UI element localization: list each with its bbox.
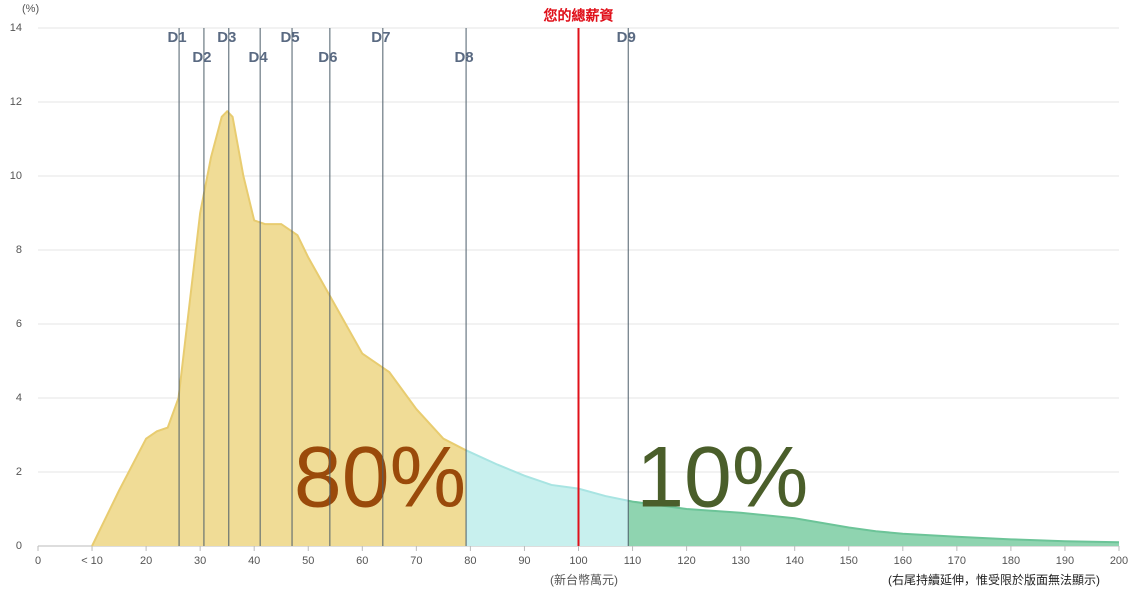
region-label: 80% [294, 430, 466, 526]
x-tick-label: 170 [948, 555, 966, 567]
decile-label: D9 [617, 29, 636, 46]
note: (右尾持續延伸，惟受限於版面無法顯示) [888, 572, 1100, 587]
decile-label: D6 [318, 49, 337, 66]
density-area [92, 111, 1119, 546]
x-tick-label: 20 [140, 555, 152, 567]
y-tick-label: 8 [16, 244, 22, 256]
x-tick-label: 0 [35, 555, 41, 567]
x-tick-label: 150 [840, 555, 858, 567]
y-tick-label: 0 [16, 540, 22, 552]
y-tick-label: 6 [16, 318, 22, 330]
x-axis-label: (新台幣萬元) [550, 572, 618, 587]
x-tick-label: 190 [1056, 555, 1074, 567]
x-tick-label: 40 [248, 555, 260, 567]
density-edge [91, 109, 1120, 547]
decile-label: D8 [454, 49, 473, 66]
decile-label: D1 [167, 29, 186, 46]
x-tick-label: 70 [410, 555, 422, 567]
y-unit: (%) [22, 3, 39, 15]
x-tick-label: 50 [302, 555, 314, 567]
y-tick-label: 10 [10, 170, 22, 182]
x-tick-label: 200 [1110, 555, 1128, 567]
decile-label: D5 [280, 29, 299, 46]
y-tick-label: 14 [10, 22, 22, 34]
x-tick-label: 100 [569, 555, 587, 567]
x-tick-label: 120 [677, 555, 695, 567]
x-tick-label: 30 [194, 555, 206, 567]
salary-marker-label: 您的總薪資 [544, 8, 614, 24]
x-tick-label: < 10 [81, 555, 103, 567]
x-tick-label: 110 [624, 555, 642, 567]
y-tick-label: 4 [16, 392, 22, 404]
x-tick-label: 140 [786, 555, 804, 567]
region-label: 10% [636, 430, 808, 526]
decile-label: D2 [192, 49, 211, 66]
x-tick-label: 130 [731, 555, 749, 567]
x-tick-label: 60 [356, 555, 368, 567]
y-tick-label: 2 [16, 466, 22, 478]
x-tick-label: 90 [518, 555, 530, 567]
x-tick-label: 80 [464, 555, 476, 567]
x-tick-label: 160 [894, 555, 912, 567]
decile-label: D4 [249, 49, 269, 66]
y-tick-label: 12 [10, 96, 22, 108]
x-tick-label: 180 [1002, 555, 1020, 567]
decile-label: D7 [371, 29, 390, 46]
decile-label: D3 [217, 29, 236, 46]
